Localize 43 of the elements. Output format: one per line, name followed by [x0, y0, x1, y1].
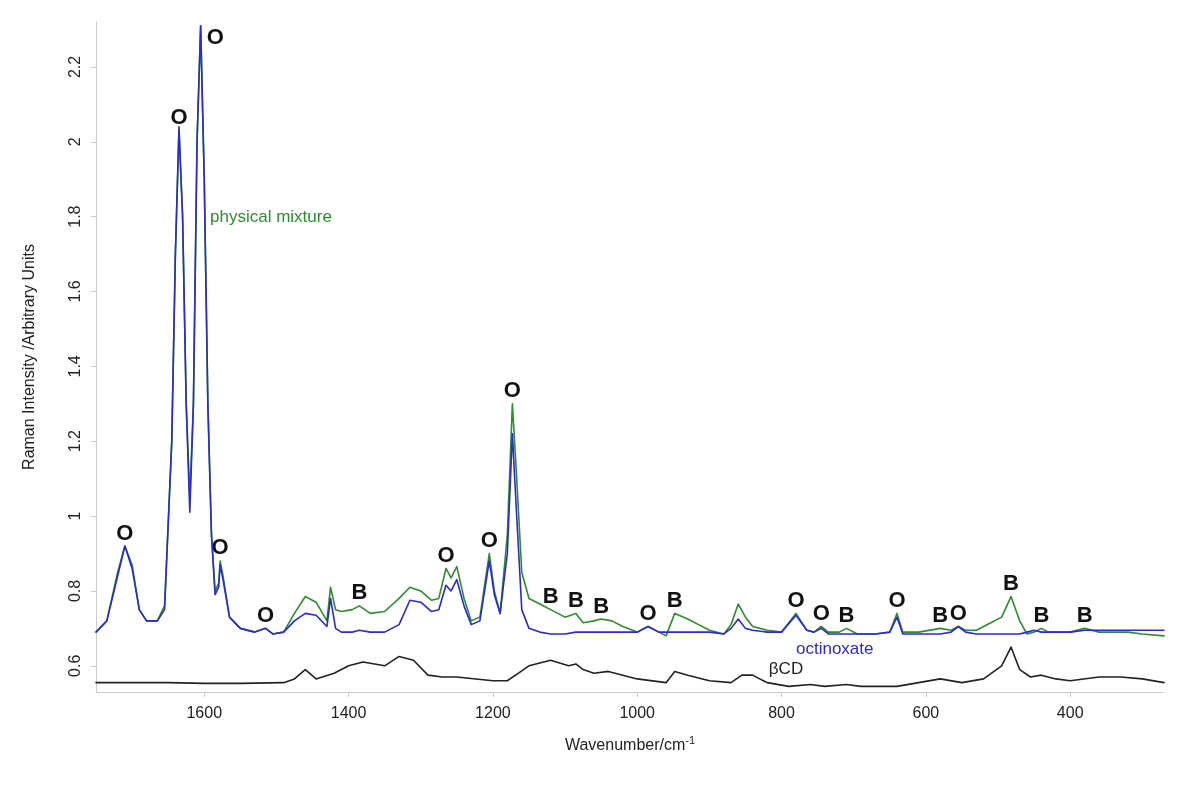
- y-tick-label: 1.6: [65, 280, 83, 303]
- annotation: O: [812, 600, 830, 625]
- annotation: B: [542, 583, 559, 609]
- annotation: O: [170, 104, 188, 130]
- y-tick-label: 0.6: [65, 654, 83, 677]
- series-label: physical mixture: [210, 207, 332, 227]
- annotation: B: [593, 592, 610, 618]
- annotation: O: [888, 586, 906, 612]
- annotation: B: [932, 601, 949, 627]
- y-tick-label: 0.8: [65, 579, 83, 603]
- annotation: O: [211, 534, 229, 560]
- x-tick-label: 800: [768, 703, 795, 721]
- series-label: octinoxate: [795, 639, 874, 659]
- annotation: O: [503, 377, 521, 403]
- annotation: O: [787, 586, 805, 612]
- y-tick-label: 1.4: [65, 355, 83, 378]
- annotation: O: [257, 601, 275, 627]
- annotation: O: [639, 600, 657, 625]
- annotation: O: [206, 24, 224, 50]
- series-label: βCD: [768, 659, 804, 679]
- annotation: B: [838, 601, 855, 627]
- annotation: O: [437, 541, 455, 567]
- annotation: B: [1003, 570, 1019, 596]
- y-tick-label: 1.2: [65, 430, 83, 453]
- y-axis-title: Raman Intensity /Arbitrary Units: [19, 244, 37, 470]
- annotation: O: [480, 527, 498, 553]
- x-tick-label: 1200: [475, 703, 511, 721]
- annotation: B: [666, 586, 683, 612]
- x-tick-label: 600: [912, 703, 940, 721]
- annotation: O: [116, 519, 134, 545]
- y-tick-label: 2: [65, 137, 83, 147]
- y-tick-label: 2.2: [65, 55, 83, 79]
- y-tick-label: 1: [65, 511, 83, 521]
- annotation: B: [1033, 601, 1050, 627]
- y-tick-label: 1.8: [65, 205, 83, 228]
- annotation: B: [351, 579, 368, 605]
- x-tick-label: 1400: [330, 703, 367, 721]
- x-tick-label: 1600: [186, 703, 223, 721]
- annotation: O: [949, 600, 967, 625]
- annotation: B: [567, 586, 584, 612]
- x-tick-label: 1000: [619, 703, 656, 721]
- annotation: B: [1076, 601, 1093, 627]
- x-tick-label: 400: [1056, 703, 1084, 721]
